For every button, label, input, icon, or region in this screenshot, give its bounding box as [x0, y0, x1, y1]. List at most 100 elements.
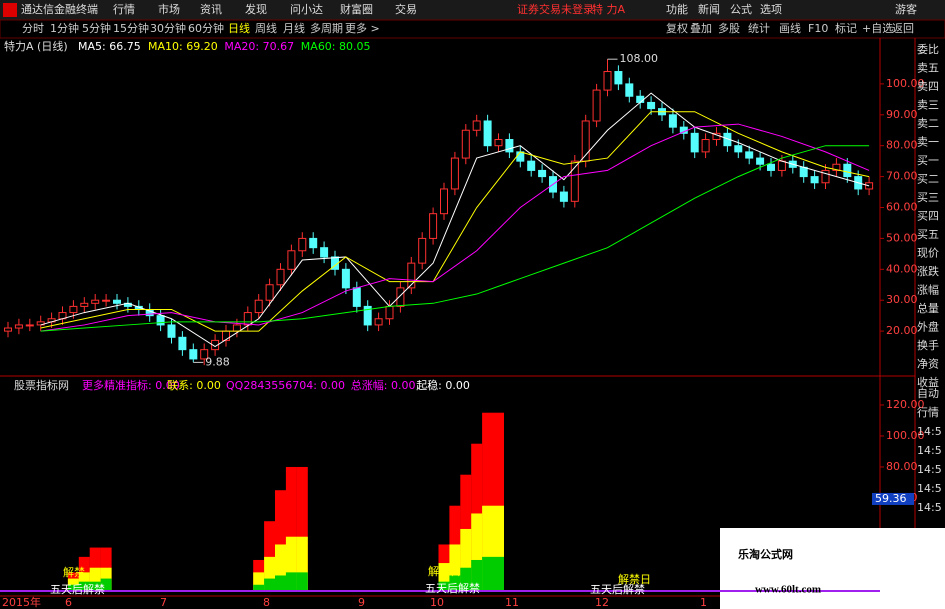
candle-body	[156, 315, 165, 326]
tool-button[interactable]: F10	[808, 22, 828, 35]
indicator-bar	[493, 556, 504, 591]
candle-body	[254, 299, 263, 314]
candle-body	[527, 160, 536, 171]
quote-field: 委比	[917, 43, 939, 56]
candle-body	[418, 237, 427, 264]
candle-body	[352, 287, 361, 307]
indicator-bar	[460, 528, 472, 591]
app-icon	[3, 3, 17, 17]
tool-button[interactable]: 标记	[835, 21, 857, 35]
period-button[interactable]: 日线	[228, 21, 250, 35]
candle-body	[276, 268, 285, 286]
indicator-bar	[296, 572, 308, 591]
period-button[interactable]: 分时	[22, 22, 44, 35]
indicator-legend: QQ2843556704: 0.00	[226, 379, 345, 392]
ma-line	[40, 123, 870, 332]
indicator-bar	[449, 575, 461, 591]
period-button[interactable]: 周线	[255, 21, 277, 35]
sidebar-item: 14:5	[917, 444, 942, 457]
user[interactable]: 游客	[895, 2, 917, 16]
quote-field: 现价	[917, 247, 939, 260]
menu-item[interactable]: 交易	[395, 2, 417, 16]
tool-button[interactable]: 统计	[748, 22, 770, 35]
candle-body	[745, 151, 754, 159]
period-button[interactable]: 5分钟	[82, 21, 111, 35]
candle-body	[821, 169, 830, 184]
candle-body	[25, 324, 34, 327]
menu-item[interactable]: 公式	[730, 3, 752, 16]
candle-body	[690, 132, 699, 153]
quote-field: 涨跌	[917, 264, 939, 278]
annotation: 9.88	[205, 355, 230, 368]
candle-body	[429, 213, 438, 239]
indicator-bar	[264, 521, 276, 591]
menu-item[interactable]: 财富圈	[340, 2, 373, 16]
legend-entry: MA5: 66.75	[78, 40, 141, 53]
period-button[interactable]: 15分钟	[113, 21, 149, 35]
indicator-bar	[264, 556, 276, 591]
legend-entry: MA60: 80.05	[301, 40, 371, 53]
indicator-bar	[78, 581, 90, 591]
tool-button[interactable]: 画线	[779, 21, 801, 35]
tool-button[interactable]: 叠加	[690, 22, 712, 35]
menu-item[interactable]: 市场	[158, 2, 180, 16]
candle-body	[592, 89, 601, 122]
menu-item[interactable]: 行情	[113, 3, 135, 16]
signal-note: 五天后解禁	[425, 581, 480, 595]
candle-body	[483, 120, 492, 147]
date-label: 10	[430, 596, 444, 609]
tool-button[interactable]: +自选	[862, 22, 893, 35]
candle-body	[102, 299, 111, 302]
candle-body	[211, 339, 220, 351]
ma-line	[40, 111, 870, 332]
quote-field: 买二	[917, 173, 939, 186]
login-status: 证券交易未登录	[517, 2, 594, 16]
candle-body	[668, 114, 677, 128]
current-value: 59.36	[875, 492, 907, 505]
candle-body	[243, 312, 252, 326]
menu-item[interactable]: 发现	[245, 2, 267, 16]
ma-line	[40, 92, 870, 348]
menu-item[interactable]: 选项	[760, 3, 782, 16]
sidebar-item: 自动	[917, 387, 939, 400]
candle-body	[385, 305, 394, 320]
menu-item[interactable]: 新闻	[698, 2, 720, 16]
period-button[interactable]: 60分钟	[188, 21, 224, 35]
candle-body	[494, 139, 503, 147]
candle-body	[113, 299, 121, 304]
candle-body	[91, 299, 100, 304]
date-label: 6	[65, 596, 72, 609]
tool-button[interactable]: 复权	[666, 21, 688, 35]
candle-body	[701, 139, 710, 153]
indicator-bar	[253, 584, 265, 591]
candle-body	[341, 268, 350, 289]
period-button[interactable]: 30分钟	[150, 21, 186, 35]
period-button[interactable]: 月线	[283, 21, 305, 35]
tool-button[interactable]: 返回	[892, 22, 914, 35]
candle-body	[189, 349, 198, 360]
y-tick-label: 120.00	[886, 398, 925, 411]
indicator-bar	[471, 513, 483, 591]
chart-title: 特力A (日线)	[4, 39, 68, 53]
candle-body	[647, 101, 656, 110]
candle-body	[14, 324, 23, 329]
date-label: 2015年	[2, 595, 41, 609]
candle-body	[440, 188, 448, 215]
date-label: 7	[160, 596, 167, 609]
menu-item[interactable]: 资讯	[200, 3, 222, 16]
menu-item[interactable]: 功能	[666, 2, 688, 16]
date-label: 1	[700, 596, 707, 609]
period-button[interactable]: 更多 >	[345, 21, 380, 35]
date-label: 8	[263, 596, 270, 609]
indicator-title: 股票指标网	[14, 378, 69, 392]
tool-button[interactable]: 多股	[718, 21, 740, 35]
candle-body	[810, 176, 819, 184]
period-button[interactable]: 多周期	[310, 21, 343, 35]
indicator-bar	[449, 544, 461, 591]
period-button[interactable]: 1分钟	[50, 21, 79, 35]
candle-body	[265, 284, 274, 301]
menu-item[interactable]: 问小达	[290, 3, 323, 16]
indicator-bar	[493, 412, 504, 591]
y-tick-label: 60.00	[886, 201, 918, 214]
